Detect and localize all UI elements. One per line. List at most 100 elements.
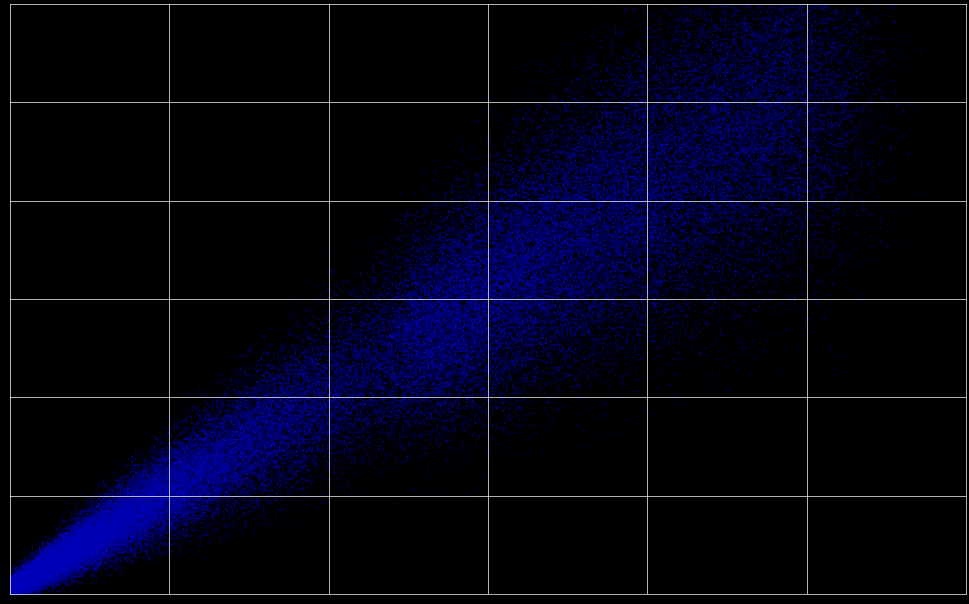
Point [621, 269, 637, 279]
Point [413, 267, 428, 277]
Point [98, 517, 113, 527]
Point [646, 123, 662, 133]
Point [135, 486, 150, 496]
Point [467, 310, 483, 320]
Point [713, 194, 729, 204]
Point [43, 571, 58, 580]
Point [46, 565, 61, 574]
Point [80, 545, 96, 554]
Point [775, 198, 791, 207]
Point [484, 257, 499, 267]
Point [795, 37, 810, 47]
Point [451, 390, 466, 399]
Point [84, 546, 100, 556]
Point [453, 341, 468, 351]
Point [65, 546, 80, 556]
Point [66, 553, 81, 562]
Point [600, 184, 615, 194]
Point [687, 119, 703, 129]
Point [617, 247, 633, 257]
Point [705, 82, 721, 91]
Point [238, 409, 254, 419]
Point [538, 202, 553, 211]
Point [5, 585, 20, 595]
Point [356, 345, 371, 355]
Point [161, 469, 176, 479]
Point [311, 391, 327, 400]
Point [163, 472, 178, 482]
Point [650, 133, 666, 143]
Point [777, 146, 793, 156]
Point [549, 101, 565, 111]
Point [163, 486, 178, 495]
Point [619, 223, 635, 233]
Point [143, 515, 159, 524]
Point [405, 391, 421, 401]
Point [746, 174, 762, 184]
Point [703, 132, 719, 141]
Point [743, 338, 759, 347]
Point [709, 300, 725, 310]
Point [108, 515, 123, 525]
Point [289, 364, 304, 374]
Point [688, 121, 703, 131]
Point [615, 98, 631, 108]
Point [573, 226, 588, 236]
Point [490, 263, 506, 272]
Point [178, 469, 194, 478]
Point [467, 169, 483, 178]
Point [551, 202, 567, 212]
Point [58, 565, 74, 574]
Point [568, 295, 583, 304]
Point [577, 324, 592, 334]
Point [535, 173, 550, 182]
Point [185, 477, 201, 486]
Point [257, 416, 272, 425]
Point [526, 263, 542, 273]
Point [799, 36, 815, 46]
Point [69, 538, 84, 547]
Point [124, 516, 140, 525]
Point [246, 419, 262, 429]
Point [414, 326, 429, 335]
Point [367, 396, 383, 405]
Point [175, 478, 191, 488]
Point [85, 525, 101, 535]
Point [154, 461, 170, 471]
Point [484, 266, 499, 275]
Point [579, 63, 595, 72]
Point [667, 167, 682, 177]
Point [288, 414, 303, 423]
Point [407, 376, 422, 386]
Point [505, 400, 520, 410]
Point [272, 445, 288, 455]
Point [852, 141, 867, 150]
Point [48, 547, 64, 556]
Point [123, 500, 139, 510]
Point [142, 539, 158, 548]
Point [540, 269, 555, 278]
Point [54, 547, 70, 556]
Point [516, 259, 531, 269]
Point [66, 538, 81, 548]
Point [831, 254, 847, 263]
Point [501, 297, 516, 307]
Point [195, 432, 210, 442]
Point [73, 525, 88, 535]
Point [755, 156, 770, 166]
Point [213, 411, 229, 420]
Point [653, 152, 669, 162]
Point [787, 167, 802, 177]
Point [425, 379, 441, 389]
Point [429, 235, 445, 245]
Point [429, 358, 445, 367]
Point [383, 510, 398, 519]
Point [166, 484, 181, 493]
Point [186, 452, 202, 462]
Point [140, 476, 155, 486]
Point [617, 201, 633, 211]
Point [272, 432, 288, 442]
Point [804, 181, 820, 191]
Point [741, 69, 757, 79]
Point [109, 519, 125, 529]
